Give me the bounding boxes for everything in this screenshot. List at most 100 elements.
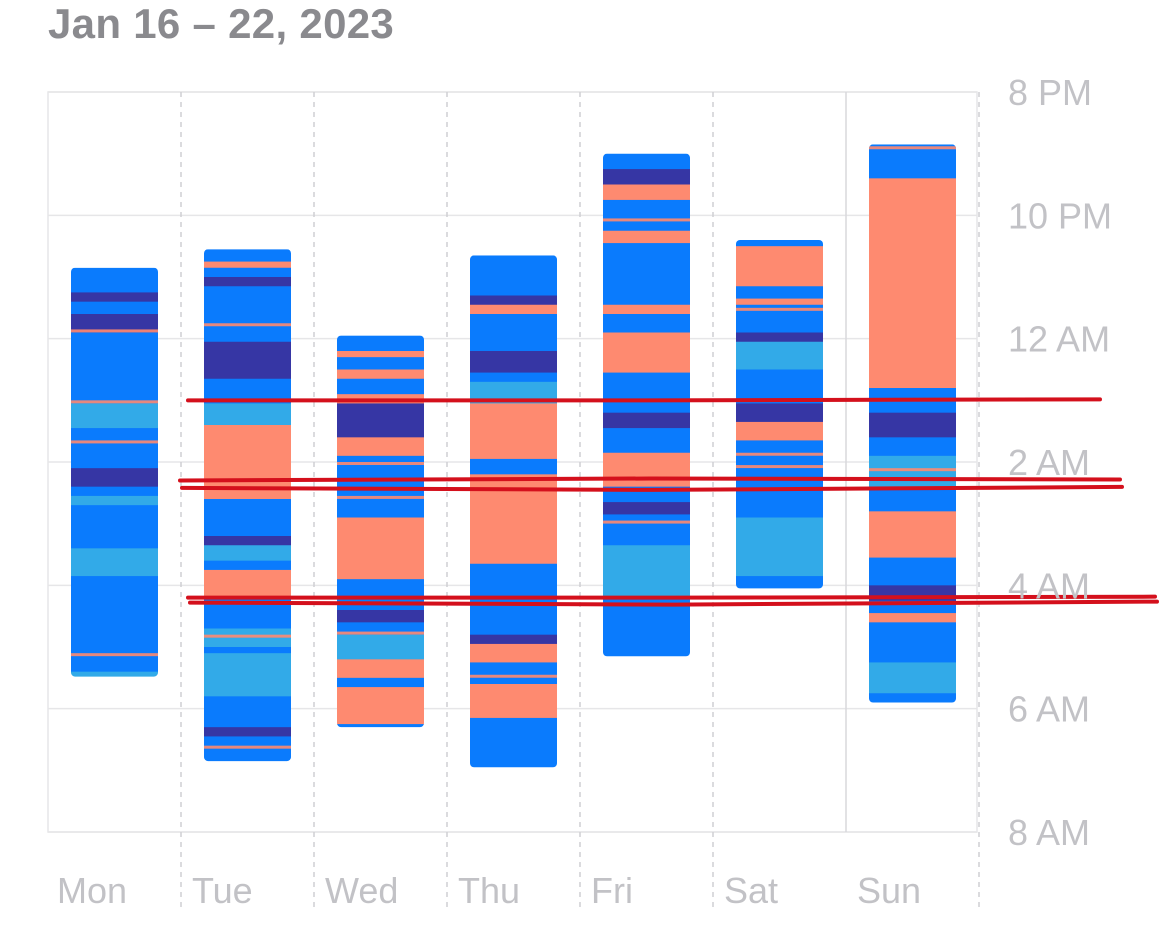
segment-rem: [736, 517, 823, 577]
segment-deep: [204, 536, 291, 546]
chart-annotations: [178, 397, 1159, 607]
segment-core: [204, 647, 291, 654]
segment-core: [470, 458, 557, 475]
segment-awake-brief: [337, 495, 424, 499]
segment-core: [603, 243, 690, 306]
segment-core: [603, 428, 690, 454]
segment-awake-brief: [470, 674, 557, 678]
segment-awake-brief: [603, 458, 690, 462]
segment-core: [204, 499, 291, 537]
segment-awake-brief: [736, 465, 823, 469]
date-range-title: Jan 16 – 22, 2023: [48, 0, 395, 47]
segment-core: [603, 372, 690, 414]
segment-awake: [204, 569, 291, 599]
segment-awake-brief: [603, 520, 690, 524]
segment-core: [869, 144, 956, 179]
segment-deep: [470, 295, 557, 306]
segment-deep: [71, 314, 158, 333]
x-tick-label-wed: Wed: [325, 870, 398, 911]
segment-awake: [470, 684, 557, 719]
annotation-line: [186, 594, 1157, 600]
segment-core: [603, 597, 690, 657]
x-tick-label-mon: Mon: [57, 870, 127, 911]
day-bar-sun: [869, 144, 956, 703]
segment-deep: [736, 403, 823, 423]
segment-rem: [337, 634, 424, 660]
x-tick-label-fri: Fri: [591, 870, 633, 911]
segment-awake: [470, 643, 557, 663]
segment-deep: [204, 727, 291, 737]
segment-awake-brief: [204, 634, 291, 638]
segment-awake: [736, 298, 823, 306]
segment-core: [470, 314, 557, 352]
segment-core: [204, 560, 291, 571]
segment-awake: [736, 421, 823, 441]
segment-awake-brief: [204, 745, 291, 749]
segment-awake: [337, 687, 424, 725]
segment-deep: [470, 351, 557, 374]
segment-core: [337, 579, 424, 611]
segment-deep: [337, 403, 424, 438]
segment-awake: [204, 261, 291, 269]
segment-core: [470, 662, 557, 685]
segment-awake: [603, 230, 690, 244]
segment-core: [603, 514, 690, 546]
segment-awake-brief: [71, 400, 158, 404]
segment-awake-brief: [337, 462, 424, 465]
y-tick-label: 4 AM: [1008, 565, 1090, 606]
segment-core: [71, 301, 158, 315]
segment-awake-brief: [71, 329, 158, 333]
segment-core: [603, 153, 690, 170]
y-tick-label: 12 AM: [1008, 319, 1110, 360]
segment-awake: [337, 369, 424, 380]
segment-deep: [603, 502, 690, 515]
segment-core: [603, 314, 690, 333]
segment-awake: [337, 659, 424, 679]
segment-core: [869, 557, 956, 586]
day-bar-mon: [71, 267, 158, 677]
segment-deep: [71, 292, 158, 303]
segment-awake: [337, 437, 424, 457]
segment-core: [603, 199, 690, 232]
segment-core: [869, 486, 956, 512]
segment-rem: [869, 455, 956, 488]
segment-rem: [204, 545, 291, 562]
day-bar-sat: [736, 240, 823, 589]
segment-core: [337, 357, 424, 370]
day-bar-wed: [337, 335, 424, 728]
y-tick-label: 2 AM: [1008, 442, 1090, 483]
segment-deep: [204, 277, 291, 287]
segment-core: [204, 249, 291, 263]
segment-core: [337, 335, 424, 352]
segment-awake-brief: [71, 653, 158, 657]
segment-rem: [71, 495, 158, 506]
segment-deep: [603, 169, 690, 185]
segment-awake: [603, 452, 690, 488]
segment-rem: [603, 545, 690, 599]
segment-deep: [204, 341, 291, 380]
segment-core: [869, 437, 956, 457]
segment-core: [204, 267, 291, 278]
segment-core: [470, 255, 557, 296]
y-tick-label: 6 AM: [1008, 689, 1090, 730]
segment-core: [869, 622, 956, 663]
segment-deep: [71, 468, 158, 488]
segment-awake-brief: [736, 307, 823, 311]
segment-awake-brief: [603, 218, 690, 222]
annotation-line: [180, 484, 1124, 492]
segment-rem: [71, 548, 158, 577]
segment-awake-brief: [869, 468, 956, 472]
segment-core: [71, 267, 158, 293]
segment-core: [71, 332, 158, 404]
x-tick-label-thu: Thu: [458, 870, 520, 911]
segment-rem: [736, 341, 823, 370]
segment-awake: [603, 332, 690, 374]
segment-awake-brief: [71, 440, 158, 444]
segment-awake: [337, 517, 424, 580]
day-bar-fri: [603, 153, 690, 657]
segment-core: [869, 693, 956, 703]
segment-core: [71, 428, 158, 469]
segment-core: [337, 724, 424, 728]
segment-deep: [603, 412, 690, 429]
